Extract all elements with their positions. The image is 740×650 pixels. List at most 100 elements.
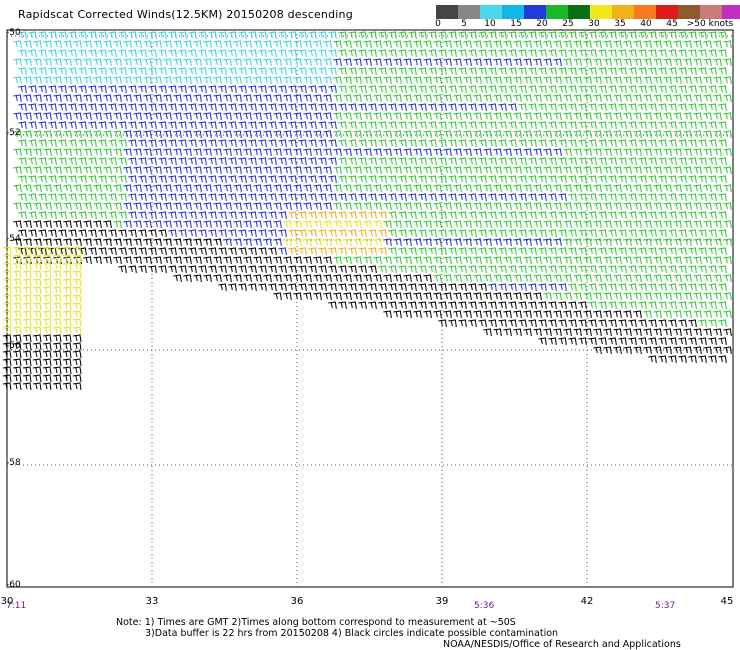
wind-barb [603, 166, 612, 175]
wind-barb [128, 211, 137, 220]
wind-barb [678, 31, 687, 40]
wind-barb [38, 157, 47, 166]
wind-barb [178, 85, 187, 94]
wind-barb [648, 319, 657, 328]
wind-barb [38, 211, 47, 220]
wind-barb [62, 254, 72, 263]
wind-barb [693, 328, 702, 337]
wind-barb [638, 49, 647, 58]
wind-barb [543, 112, 552, 121]
wind-barb [673, 328, 682, 337]
wind-barb [62, 286, 72, 295]
wind-barb [523, 130, 532, 139]
wind-barb [393, 58, 402, 67]
wind-barb [318, 157, 327, 166]
wind-barb [28, 157, 37, 166]
wind-barb [383, 76, 392, 85]
wind-barb [663, 292, 672, 301]
wind-barb [628, 319, 637, 328]
wind-barb [23, 238, 32, 247]
wind-barb [648, 211, 657, 220]
wind-barb [238, 139, 247, 148]
wind-barb [678, 265, 687, 274]
wind-barb [62, 342, 72, 351]
wind-barb [668, 229, 677, 238]
wind-barb [673, 184, 682, 193]
wind-barb [88, 31, 97, 40]
wind-barb [213, 112, 222, 121]
wind-barb [193, 256, 202, 265]
wind-barb [68, 49, 77, 58]
wind-barb [33, 112, 42, 121]
wind-barb [403, 148, 412, 157]
wind-barb [628, 175, 637, 184]
wind-barb [368, 283, 377, 292]
wind-barb [28, 31, 37, 40]
wind-barb [498, 103, 507, 112]
wind-barb [613, 130, 622, 139]
wind-barb [52, 342, 62, 351]
wind-barb [178, 265, 187, 274]
wind-barb [618, 67, 627, 76]
wind-barb [718, 175, 727, 184]
wind-barb [598, 211, 607, 220]
wind-barb [648, 67, 657, 76]
wind-barb [493, 238, 502, 247]
wind-barb [508, 121, 517, 130]
wind-barb [78, 139, 87, 148]
wind-barb [628, 337, 637, 346]
wind-barb [508, 229, 517, 238]
wind-barb [168, 85, 177, 94]
wind-barb [328, 157, 337, 166]
wind-barb [128, 121, 137, 130]
wind-barb [698, 319, 707, 328]
wind-barb [268, 283, 277, 292]
wind-barb [448, 49, 457, 58]
wind-barb [33, 148, 42, 157]
wind-barb [363, 112, 372, 121]
wind-barb [413, 292, 422, 301]
wind-barb [223, 202, 232, 211]
wind-barb [698, 139, 707, 148]
wind-barb [358, 31, 367, 40]
wind-barb [508, 85, 517, 94]
wind-barb [558, 103, 567, 112]
wind-barb [678, 85, 687, 94]
wind-barb [308, 49, 317, 58]
wind-barb [218, 85, 227, 94]
wind-barb [73, 148, 82, 157]
wind-barb [713, 220, 722, 229]
wind-barb [473, 76, 482, 85]
wind-barb [138, 211, 147, 220]
wind-barb [273, 220, 282, 229]
wind-barb [53, 148, 62, 157]
wind-barb [12, 366, 22, 375]
wind-barb [448, 301, 457, 310]
wind-barb [123, 166, 132, 175]
wind-barb [653, 292, 662, 301]
wind-barb [553, 166, 562, 175]
wind-barb [32, 286, 42, 295]
wind-barb [428, 247, 437, 256]
wind-barb [63, 58, 72, 67]
wind-barb [223, 220, 232, 229]
wind-barb [588, 247, 597, 256]
wind-barb [118, 31, 127, 40]
wind-barb [43, 220, 52, 229]
wind-barb [423, 130, 432, 139]
wind-barb [708, 265, 717, 274]
wind-barb [42, 302, 52, 311]
wind-barb [588, 103, 597, 112]
wind-barb [598, 121, 607, 130]
wind-barb [368, 31, 377, 40]
wind-barb [633, 292, 642, 301]
wind-barb [708, 175, 717, 184]
wind-barb [633, 220, 642, 229]
wind-barb [428, 301, 437, 310]
wind-barb [433, 274, 442, 283]
wind-barb [43, 112, 52, 121]
wind-barb [468, 229, 477, 238]
wind-barb [723, 40, 732, 49]
wind-barb [433, 76, 442, 85]
wind-barb [348, 67, 357, 76]
